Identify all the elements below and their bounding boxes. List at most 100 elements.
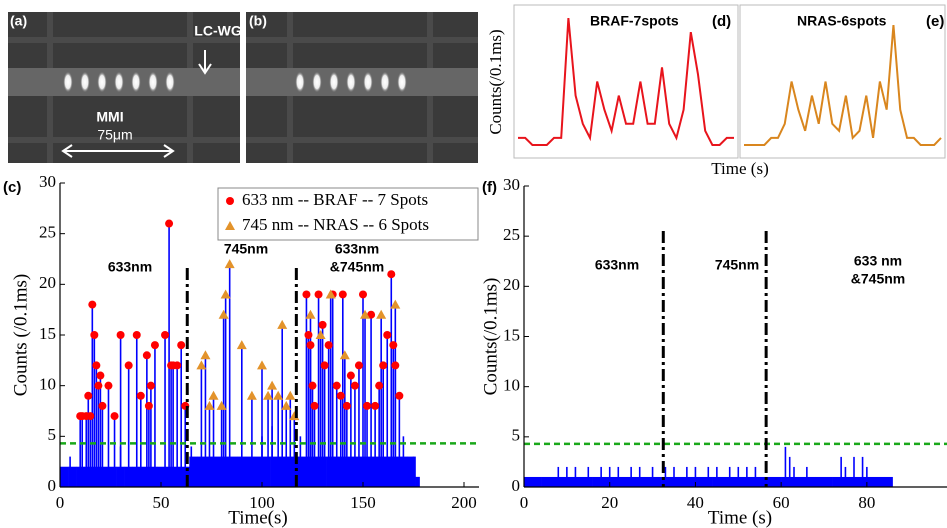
- marker: [306, 341, 315, 350]
- annotation: 633nm: [335, 241, 379, 257]
- marker: [315, 330, 326, 339]
- y-tick-label: 15: [503, 325, 520, 344]
- marker: [338, 290, 347, 299]
- marker: [304, 331, 313, 339]
- marker: [375, 381, 384, 390]
- noise-band: [100, 466, 109, 487]
- marker: [246, 390, 257, 400]
- noise-band: [140, 466, 150, 487]
- plot-frame: [739, 4, 946, 159]
- micrograph-a: (a) LC-WG MMI 75μm: [8, 12, 242, 163]
- marker: [285, 390, 296, 400]
- marker: [257, 360, 267, 370]
- marker: [116, 331, 125, 339]
- y-tick-label: 5: [48, 425, 57, 444]
- x-tick-label: 200: [451, 493, 477, 512]
- chart-title: BRAF-7spots: [590, 13, 679, 29]
- noise-band: [68, 466, 77, 487]
- noise-band: [866, 476, 885, 487]
- marker: [204, 400, 215, 410]
- marker: [124, 361, 133, 370]
- noise-band: [148, 466, 158, 487]
- marker: [360, 309, 371, 319]
- noise-band: [695, 476, 713, 487]
- marker: [363, 401, 372, 410]
- marker: [136, 391, 145, 400]
- y-tick-label: 25: [39, 223, 56, 242]
- marker: [94, 381, 103, 390]
- x-tick-label: 80: [858, 493, 875, 512]
- marker: [379, 361, 388, 370]
- y-axis-label: Counts(/0.1ms): [480, 278, 501, 396]
- noise-band: [524, 476, 542, 487]
- noise-band: [108, 466, 117, 487]
- marker: [281, 400, 292, 410]
- annotation: 745nm: [715, 257, 759, 273]
- marker: [236, 340, 247, 350]
- marker: [216, 400, 227, 410]
- annotation: &745nm: [851, 271, 905, 287]
- marker: [310, 401, 319, 410]
- marker: [218, 309, 229, 319]
- noise-band: [213, 456, 222, 487]
- marker: [354, 361, 363, 370]
- panel-label: (c): [3, 179, 21, 196]
- panel-d: BRAF-7spots (d) Counts(/0.1ms) Time (s) NRAS…: [486, 4, 946, 178]
- noise-band: [661, 476, 679, 487]
- x-tick-label: 40: [687, 493, 704, 512]
- annotation: 745nm: [224, 241, 268, 257]
- x-tick-label: 100: [249, 493, 275, 512]
- marker: [142, 351, 151, 360]
- noise-band: [60, 466, 69, 487]
- y-tick-label: 0: [512, 476, 521, 495]
- data-line: [518, 17, 734, 146]
- noise-band: [712, 476, 731, 487]
- marker: [339, 350, 350, 360]
- x-axis-label: Time (s): [708, 507, 772, 528]
- marker: [336, 391, 345, 400]
- marker: [318, 320, 327, 329]
- noise-band: [294, 456, 303, 487]
- marker: [224, 259, 235, 269]
- marker: [324, 341, 333, 350]
- marker: [173, 361, 182, 370]
- panel-c: 0 5 10 15 20 25 30 0 50 100 150 200 Counts (/0.1ms) T…: [3, 172, 479, 528]
- noise-band: [189, 456, 198, 487]
- panel-label: (d): [712, 13, 731, 30]
- legend-box: [217, 187, 479, 241]
- noise-band: [626, 476, 645, 487]
- noise-band: [334, 456, 344, 487]
- marker: [395, 391, 404, 400]
- marker: [305, 309, 316, 319]
- legend-label: 745 nm -- NRAS -- 6 Spots: [242, 215, 429, 234]
- noise-band: [415, 476, 420, 487]
- marker: [371, 401, 380, 410]
- y-axis-label: Counts(/0.1ms): [486, 29, 505, 134]
- marker: [302, 290, 311, 299]
- marker: [325, 289, 336, 299]
- marker: [208, 390, 219, 400]
- marker: [161, 331, 170, 339]
- micrograph-b: (b): [246, 12, 478, 163]
- marker: [342, 401, 351, 410]
- noise-band: [229, 456, 239, 487]
- marker: [144, 401, 153, 410]
- y-tick-label: 25: [503, 225, 520, 244]
- noise-band: [245, 456, 255, 487]
- marker: [88, 300, 97, 309]
- noise-band: [815, 476, 833, 487]
- x-tick-label: 0: [56, 493, 65, 512]
- y-tick-label: 5: [512, 426, 521, 445]
- x-tick-label: 50: [153, 493, 170, 512]
- noise-band: [262, 456, 271, 487]
- y-tick-label: 0: [48, 476, 57, 495]
- marker: [196, 360, 207, 370]
- legend-label: 633 nm -- BRAF -- 7 Spots: [242, 190, 428, 209]
- marker: [263, 390, 274, 400]
- panel-label: (a): [10, 13, 27, 29]
- x-axis-label: Time (s): [711, 159, 768, 178]
- x-tick-label: 60: [773, 493, 790, 512]
- marker: [104, 381, 113, 390]
- annotation: LC-WG: [194, 23, 242, 39]
- x-axis-label: Time(s): [228, 507, 287, 528]
